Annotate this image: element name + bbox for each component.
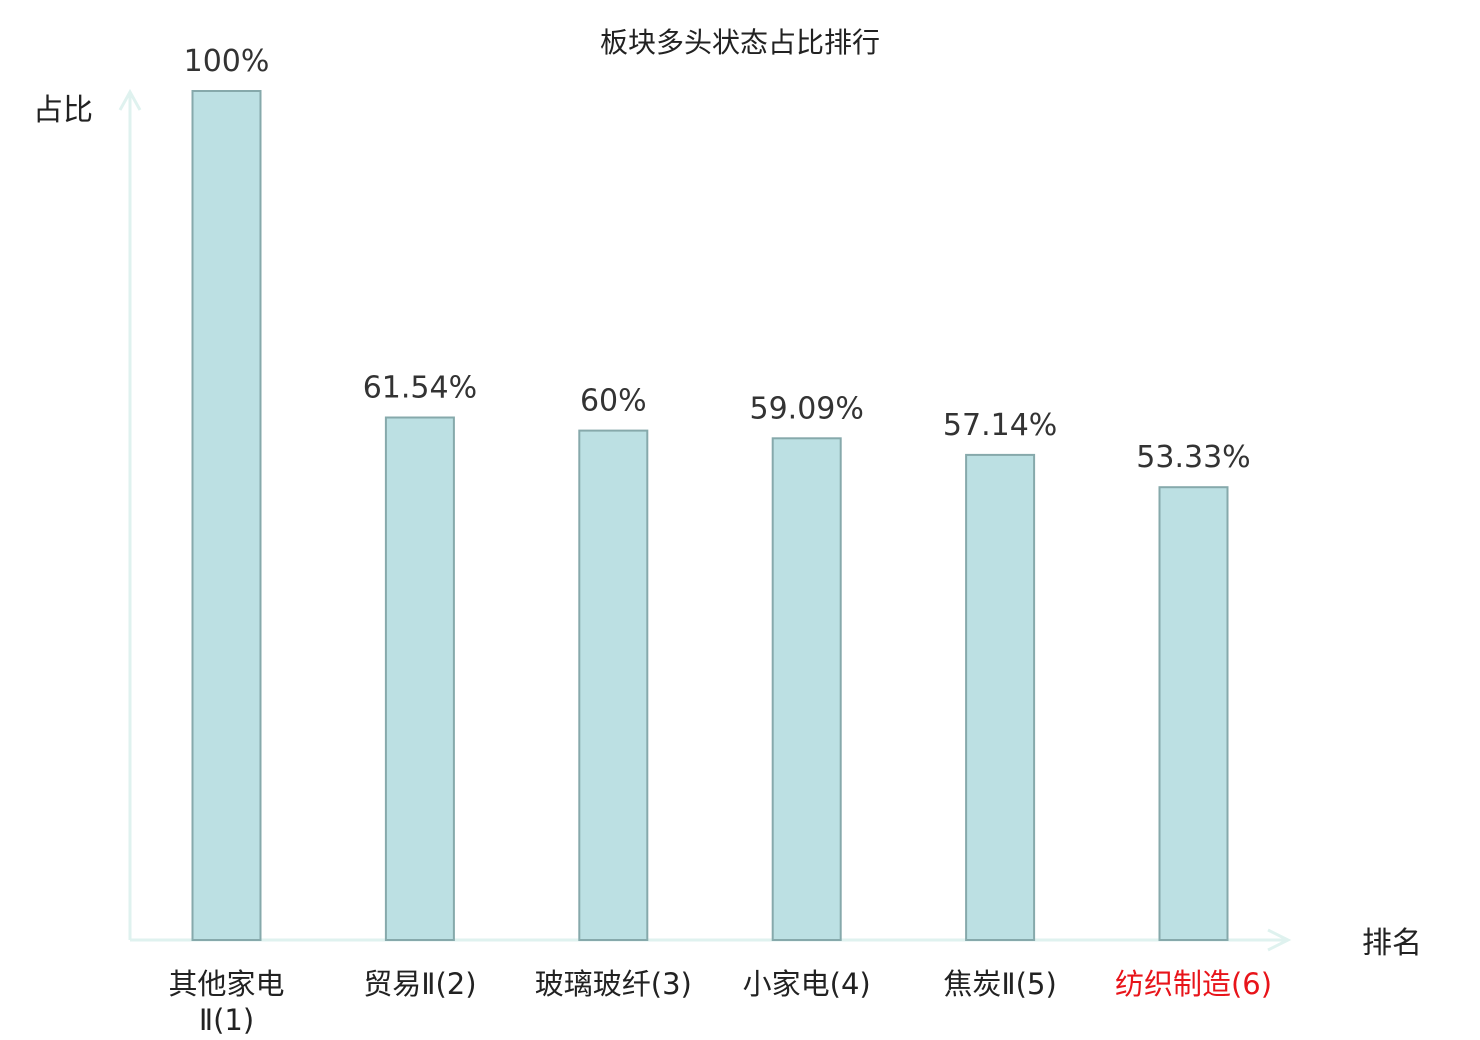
value-label-1: 100% [184,44,270,79]
x-tick-label-1-line-1: 其他家电 [168,967,284,1001]
y-axis-arrowhead [118,88,142,111]
chart-title: 板块多头状态占比排行 [600,26,880,59]
bar-5 [965,453,1036,941]
x-tick-label-5: 焦炭Ⅱ(5) [943,967,1056,1001]
bars-group [191,90,1229,941]
bar-6 [1158,486,1229,941]
value-label-3: 60% [580,384,647,419]
value-label-4: 59.09% [750,391,864,426]
value-label-5: 57.14% [943,408,1057,443]
y-axis-label: 占比 [33,93,93,128]
x-axis-label: 排名 [1362,926,1422,961]
value-labels-group: 100% 61.54% 60% 59.09% 57.14% 53.33% [184,44,1251,475]
bar-2 [384,416,455,941]
x-tick-label-3: 玻璃玻纤(3) [535,967,692,1001]
x-tick-label-4: 小家电(4) [743,967,871,1001]
x-axis-arrowhead [1267,928,1292,952]
x-tick-label-1-line-2: Ⅱ(1) [199,1003,254,1037]
value-label-6: 53.33% [1136,440,1250,475]
bar-4 [771,437,842,941]
bar-3 [578,429,649,941]
x-tick-label-6: 纺织制造(6) [1115,967,1272,1001]
value-label-2: 61.54% [363,371,477,406]
bar-1 [191,90,262,941]
x-tick-label-2: 贸易Ⅱ(2) [363,967,476,1001]
